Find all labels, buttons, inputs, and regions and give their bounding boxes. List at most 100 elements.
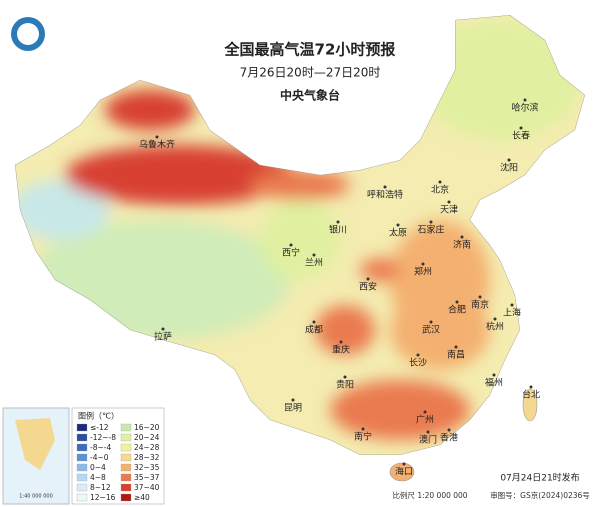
city-dot [421,262,425,266]
legend-swatch [120,473,132,482]
city-label: 济南 [453,239,471,251]
city-dot [426,430,430,434]
city-label: 太原 [389,227,407,239]
hainan [389,462,415,482]
city-dot [336,220,340,224]
city-dot [361,427,365,431]
city-label: 澳门 [419,434,437,446]
city-label: 西安 [359,281,377,293]
inset-scale: 1:40 000 000 [19,494,53,500]
city-label: 南宁 [354,431,372,443]
city-label: 海口 [395,466,413,478]
city-label: 重庆 [332,344,350,356]
city-dot [155,135,159,139]
city-label: 长春 [512,130,530,142]
city-dot [423,410,427,414]
legend-label: 28~32 [134,453,160,462]
legend-swatch [120,433,132,442]
issued: 07月24日21时发布 [500,472,579,484]
legend-label: 12~16 [90,493,116,502]
subtitle: 7月26日20时—27日20时 [240,66,381,80]
city-label: 福州 [485,377,503,389]
city-dot [478,295,482,299]
city-label: 天津 [440,205,458,216]
legend-label: -12~-8 [90,433,116,442]
city-dot [343,375,347,379]
city-dot [492,373,496,377]
legend-label: ≤-12 [90,423,109,432]
city-label: 南京 [471,299,489,311]
city-label: 台北 [522,389,540,401]
legend-swatch [76,493,88,502]
city-dot [291,398,295,402]
city-dot [366,277,370,281]
city-label: 长沙 [409,357,427,369]
legend-swatch [76,483,88,492]
legend-swatch [76,423,88,432]
legend-swatch [76,473,88,482]
legend-label: 0~4 [90,463,106,472]
legend-label: 37~40 [134,483,160,492]
city-label: 昆明 [284,403,302,414]
legend-swatch [76,453,88,462]
legend-label: 32~35 [134,463,160,472]
city-dot [519,126,523,130]
city-dot [161,327,165,331]
city-dot [523,98,527,102]
city-label: 南昌 [447,349,465,361]
legend [71,407,165,505]
inset-land [15,418,55,470]
city-label: 拉萨 [154,331,172,343]
city-dot [416,353,420,357]
city-label: 香港 [440,432,458,444]
city-dot [396,223,400,227]
legend-label: ≥40 [134,493,150,502]
city-dot [493,317,497,321]
city-label: 杭州 [486,321,504,333]
city-dot [454,345,458,349]
taiwan [522,388,538,422]
city-dot [402,462,406,466]
city-label: 银川 [329,224,347,236]
city-label: 武汉 [422,324,440,336]
legend-swatch [120,463,132,472]
legend-label: 8~12 [90,483,111,492]
city-label: 呼和浩特 [367,189,403,201]
city-dot [529,385,533,389]
legend-label: 20~24 [134,433,160,442]
legend-swatch [76,463,88,472]
city-dot [289,243,293,247]
legend-swatch [120,453,132,462]
city-dot [510,303,514,307]
city-label: 沈阳 [500,162,518,174]
city-dot [455,300,459,304]
logo [17,23,39,45]
city-label: 上海 [503,307,521,319]
legend-swatch [76,433,88,442]
city-label: 兰州 [305,257,323,269]
city-label: 广州 [416,414,434,426]
city-label: 成都 [305,324,323,336]
city-label: 乌鲁木齐 [139,139,175,151]
city-label: 郑州 [414,266,432,278]
city-dot [447,200,451,204]
legend-swatch [120,493,132,502]
city-dot [312,320,316,324]
city-label: 北京 [431,184,449,196]
legend-label: 24~28 [134,443,160,452]
legend-label: 4~8 [90,473,106,482]
city-dot [383,185,387,189]
city-label: 合肥 [448,304,466,316]
city-dot [312,253,316,257]
city-dot [447,428,451,432]
legend-label: 16~20 [134,423,160,432]
city-dot [429,220,433,224]
title: 全国最高气温72小时预报 [224,41,396,59]
legend-label: 35~37 [134,473,160,482]
approval: 审图号：GS京(2024)0236号 [490,490,590,500]
scale: 比例尺 1:20 000 000 [392,490,467,500]
city-label: 哈尔滨 [511,102,538,114]
legend-title: 图例（℃） [78,411,119,421]
city-dot [507,158,511,162]
